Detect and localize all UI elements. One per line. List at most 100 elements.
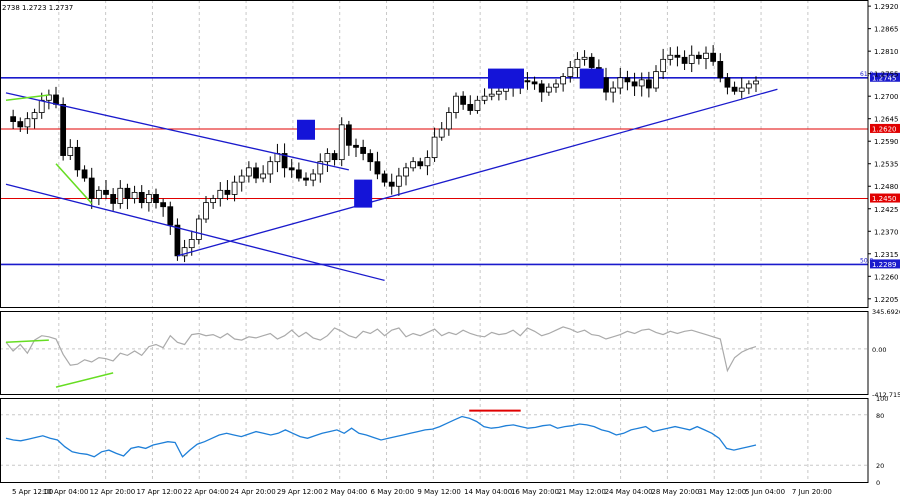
- cci-tick-label: 0.00: [872, 346, 886, 354]
- candle-body: [560, 76, 567, 85]
- candle-body: [295, 169, 302, 179]
- x-tick-label: 17 Apr 12:00: [136, 488, 182, 496]
- cci-panel: 345.6926 0.00 -412.715: [0, 308, 900, 399]
- candle-body: [645, 79, 652, 89]
- candle-body: [131, 191, 138, 199]
- x-tick-label: 21 May 12:00: [558, 488, 606, 496]
- candle-body: [10, 116, 17, 122]
- candle-body: [495, 90, 502, 95]
- x-tick-label: 16 May 20:00: [511, 488, 559, 496]
- candle-body: [545, 86, 552, 93]
- box-21-may: [488, 68, 524, 89]
- x-tick-label: 24 May 04:00: [605, 488, 653, 496]
- cci-tick-label: -412.715: [872, 391, 900, 399]
- box-9-may: [354, 179, 373, 208]
- candle-body: [324, 153, 331, 163]
- candle-body: [467, 103, 474, 111]
- x-tick-label: 29 Apr 12:00: [277, 488, 323, 496]
- x-tick-label: 7 Jun 20:00: [792, 488, 832, 496]
- candle-body: [160, 202, 167, 208]
- price-tick-label: 1.2590: [874, 138, 899, 146]
- candle-body: [224, 189, 231, 195]
- candle-body: [110, 194, 117, 204]
- x-tick-label: 24 Apr 20:00: [230, 488, 276, 496]
- fibo-level-label: 61.8: [860, 71, 874, 78]
- candle-body: [745, 83, 752, 89]
- candle-body: [631, 81, 638, 87]
- ohlc-readout: 2738 1.2723 1.2737: [2, 4, 73, 12]
- price-tick-label: 1.2370: [874, 228, 899, 236]
- candle-body: [288, 167, 295, 171]
- candle-body: [145, 194, 152, 204]
- candle-body: [53, 94, 59, 105]
- price-divergence: [5, 94, 49, 102]
- candle-body: [31, 112, 38, 120]
- candle-body: [210, 198, 217, 204]
- channel-lower: [5, 183, 385, 282]
- level-price-box: [870, 123, 900, 133]
- candle-body: [167, 206, 174, 226]
- candle-body: [245, 167, 252, 177]
- uptrend-line: [177, 88, 778, 257]
- candle-body: [474, 99, 481, 111]
- price-tick-label: 1.2315: [874, 251, 899, 259]
- candle-body: [253, 167, 259, 179]
- x-tick-label: 9 May 12:00: [417, 488, 461, 496]
- level-price-label: 1.2450: [872, 195, 897, 203]
- channel-upper: [5, 92, 349, 171]
- candle-body: [124, 187, 131, 199]
- candle-body: [724, 77, 731, 88]
- x-tick-label: 5 Apr 12:00: [12, 488, 53, 496]
- candle-body: [367, 153, 374, 163]
- candle-body: [174, 224, 181, 257]
- candle-body: [681, 56, 688, 64]
- candle-body: [17, 121, 24, 128]
- level-price-label: 1.2620: [872, 125, 897, 133]
- price-tick-label: 1.2865: [874, 26, 899, 34]
- candle-body: [610, 87, 617, 93]
- candle-body: [667, 54, 674, 60]
- candle-body: [203, 202, 209, 220]
- price-tick-label: 1.2205: [874, 296, 899, 304]
- candle-body: [338, 124, 345, 161]
- candle-body: [117, 187, 124, 204]
- candle-body: [38, 99, 45, 113]
- x-tick-label: 12 Apr 20:00: [90, 488, 136, 496]
- candle-body: [567, 67, 574, 77]
- candle-body: [753, 80, 759, 85]
- candle-body: [353, 144, 359, 148]
- candle-body: [688, 54, 695, 64]
- box-30-may: [579, 68, 604, 89]
- candle-body: [88, 177, 95, 199]
- candle-body: [674, 54, 681, 58]
- level-price-box: [870, 259, 900, 269]
- price-tick-label: 1.2755: [874, 71, 899, 79]
- price-tick-label: 1.2920: [874, 3, 899, 11]
- rsi-panel: 100 80 20 0: [0, 395, 888, 487]
- candle-body: [374, 161, 381, 175]
- candle-body: [453, 95, 459, 113]
- panel-frame: [0, 0, 869, 308]
- rsi-tick-label: 80: [876, 412, 884, 420]
- candle-body: [395, 175, 402, 187]
- cci-divergence: [55, 372, 114, 388]
- cci-tick-label: 345.6926: [872, 308, 900, 316]
- candle-body: [24, 118, 31, 128]
- x-tick-label: 2 May 04:00: [324, 488, 368, 496]
- candle-body: [60, 103, 67, 156]
- fibo-level-label: 50.0: [860, 257, 874, 264]
- candle-body: [260, 173, 267, 179]
- candle-body: [281, 153, 288, 169]
- candle-body: [588, 56, 595, 68]
- level-price-box: [870, 72, 900, 82]
- box-2-may: [297, 119, 315, 140]
- candle-body: [310, 173, 317, 181]
- price-tick-label: 1.2260: [874, 273, 899, 281]
- candle-body: [195, 218, 202, 240]
- level-price-label: 1.2289: [872, 261, 897, 269]
- price-tick-label: 1.2480: [874, 183, 899, 191]
- candle-body: [188, 239, 195, 249]
